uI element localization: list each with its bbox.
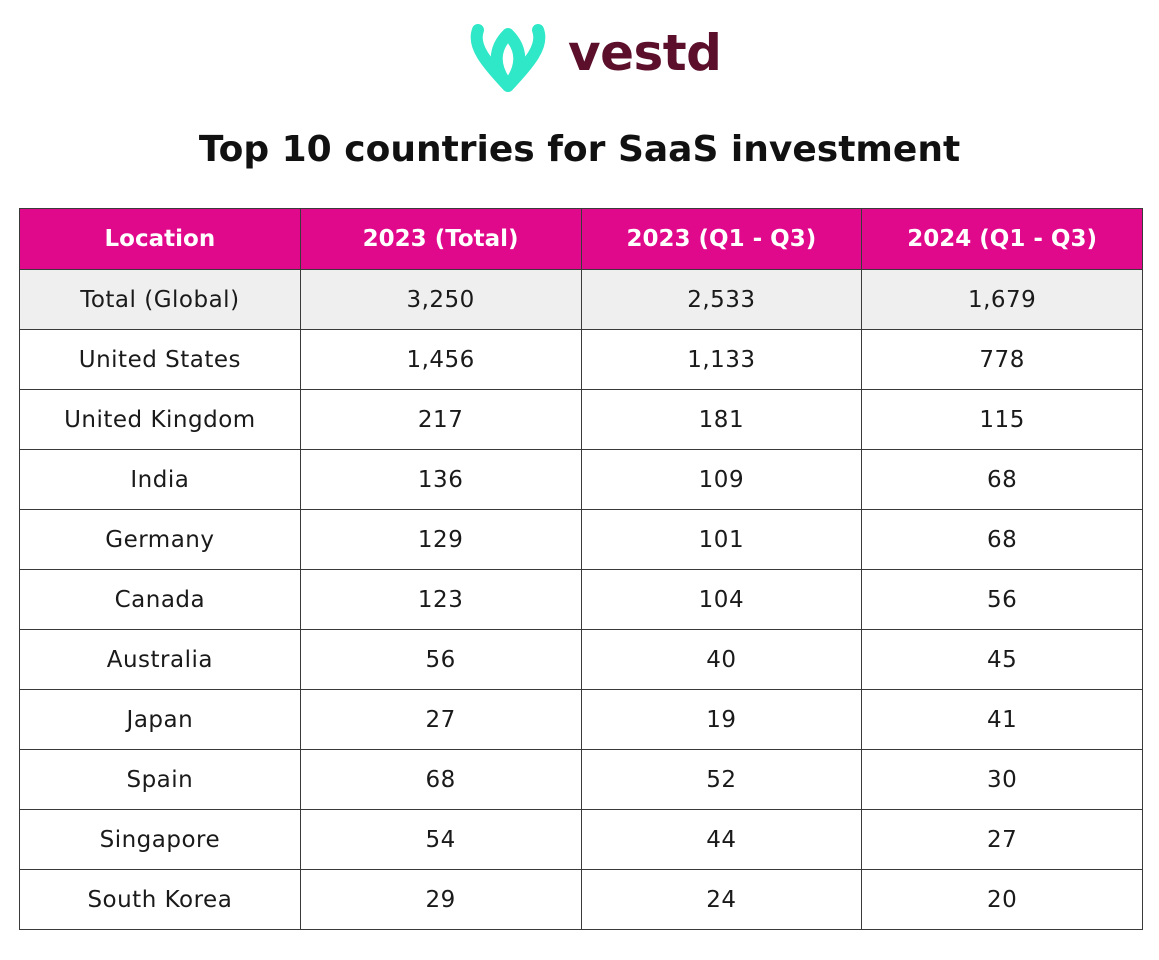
cell-2023-total: 136 bbox=[299, 449, 582, 510]
cell-2023-total: 56 bbox=[299, 629, 582, 690]
table-row: Spain 68 52 30 bbox=[19, 749, 1143, 810]
cell-2023-total: 1,456 bbox=[299, 329, 582, 390]
table-row: India 136 109 68 bbox=[19, 449, 1143, 510]
cell-2023-q1-q3: 19 bbox=[580, 689, 863, 750]
cell-2023-q1-q3: 2,533 bbox=[580, 269, 863, 330]
cell-2023-q1-q3: 24 bbox=[580, 869, 863, 930]
cell-2023-q1-q3: 101 bbox=[580, 509, 863, 570]
table-row: Australia 56 40 45 bbox=[19, 629, 1143, 690]
vestd-wordmark: vestd bbox=[568, 24, 722, 82]
table-body: Total (Global) 3,250 2,533 1,679 United Stat… bbox=[19, 269, 1143, 930]
investment-table: Location 2023 (Total) 2023 (Q1 - Q3) 202… bbox=[19, 208, 1143, 930]
cell-location: United States bbox=[19, 329, 301, 390]
cell-2023-total: 123 bbox=[299, 569, 582, 630]
cell-location: Japan bbox=[19, 689, 301, 750]
cell-location: India bbox=[19, 449, 301, 510]
cell-2023-q1-q3: 44 bbox=[580, 809, 863, 870]
cell-location: Australia bbox=[19, 629, 301, 690]
cell-location: Total (Global) bbox=[19, 269, 301, 330]
cell-2023-q1-q3: 52 bbox=[580, 749, 863, 810]
cell-2024-q1-q3: 30 bbox=[861, 749, 1143, 810]
cell-2023-q1-q3: 109 bbox=[580, 449, 863, 510]
table-row: United Kingdom 217 181 115 bbox=[19, 389, 1143, 450]
cell-2023-total: 217 bbox=[299, 389, 582, 450]
column-header-2024-q1-q3: 2024 (Q1 - Q3) bbox=[861, 208, 1143, 270]
cell-2024-q1-q3: 68 bbox=[861, 509, 1143, 570]
cell-2023-total: 54 bbox=[299, 809, 582, 870]
table-header-row: Location 2023 (Total) 2023 (Q1 - Q3) 202… bbox=[19, 208, 1143, 270]
column-header-2023-total: 2023 (Total) bbox=[299, 208, 582, 270]
cell-location: United Kingdom bbox=[19, 389, 301, 450]
cell-2024-q1-q3: 68 bbox=[861, 449, 1143, 510]
table-row: Germany 129 101 68 bbox=[19, 509, 1143, 570]
cell-2023-q1-q3: 1,133 bbox=[580, 329, 863, 390]
cell-location: South Korea bbox=[19, 869, 301, 930]
cell-location: Spain bbox=[19, 749, 301, 810]
cell-location: Singapore bbox=[19, 809, 301, 870]
table-row: Canada 123 104 56 bbox=[19, 569, 1143, 630]
cell-2024-q1-q3: 115 bbox=[861, 389, 1143, 450]
cell-2024-q1-q3: 1,679 bbox=[861, 269, 1143, 330]
cell-2023-q1-q3: 104 bbox=[580, 569, 863, 630]
cell-2023-total: 129 bbox=[299, 509, 582, 570]
table-row: South Korea 29 24 20 bbox=[19, 869, 1143, 930]
cell-2023-total: 3,250 bbox=[299, 269, 582, 330]
vestd-logo: vestd bbox=[468, 16, 722, 96]
cell-2023-total: 68 bbox=[299, 749, 582, 810]
chart-title: Top 10 countries for SaaS investment bbox=[198, 129, 961, 170]
cell-2024-q1-q3: 56 bbox=[861, 569, 1143, 630]
cell-2023-q1-q3: 40 bbox=[580, 629, 863, 690]
table-row: Singapore 54 44 27 bbox=[19, 809, 1143, 870]
cell-location: Germany bbox=[19, 509, 301, 570]
cell-2024-q1-q3: 27 bbox=[861, 809, 1143, 870]
column-header-location: Location bbox=[19, 208, 301, 270]
cell-2024-q1-q3: 778 bbox=[861, 329, 1143, 390]
table-row: United States 1,456 1,133 778 bbox=[19, 329, 1143, 390]
cell-2024-q1-q3: 20 bbox=[861, 869, 1143, 930]
cell-2023-q1-q3: 181 bbox=[580, 389, 863, 450]
cell-location: Canada bbox=[19, 569, 301, 630]
table-row: Total (Global) 3,250 2,533 1,679 bbox=[19, 269, 1143, 330]
cell-2024-q1-q3: 41 bbox=[861, 689, 1143, 750]
table-row: Japan 27 19 41 bbox=[19, 689, 1143, 750]
column-header-2023-q1-q3: 2023 (Q1 - Q3) bbox=[580, 208, 863, 270]
cell-2024-q1-q3: 45 bbox=[861, 629, 1143, 690]
vestd-logo-icon bbox=[470, 24, 546, 92]
cell-2023-total: 27 bbox=[299, 689, 582, 750]
cell-2023-total: 29 bbox=[299, 869, 582, 930]
